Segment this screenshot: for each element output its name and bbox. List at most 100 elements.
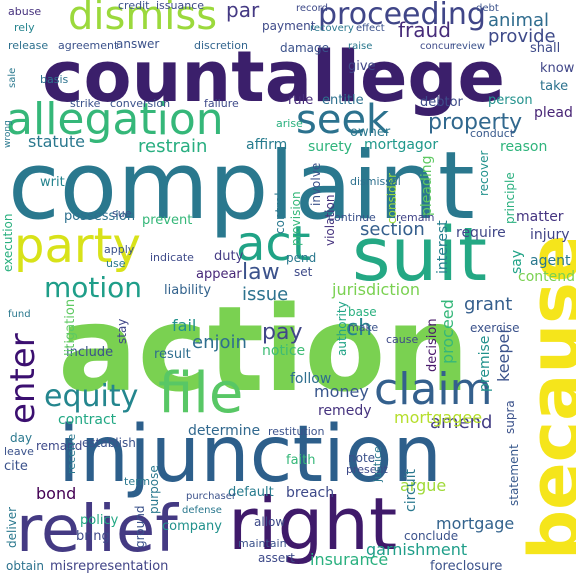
word: credit (118, 0, 150, 12)
word: exercise (470, 321, 520, 335)
word: par (226, 0, 260, 22)
word: relief (16, 493, 178, 567)
word: result (154, 347, 191, 362)
word: seek (296, 97, 390, 143)
word: allegation (6, 94, 224, 145)
word: payment (262, 19, 316, 33)
word: purchaser (186, 491, 237, 502)
word: default (228, 485, 274, 500)
word: ch (346, 316, 373, 341)
word: notice (262, 343, 306, 359)
word: injunction (58, 410, 442, 500)
word: principle (503, 172, 517, 224)
word: leave (4, 445, 34, 458)
word: statement (507, 444, 521, 506)
word: reason (500, 139, 548, 155)
word: duty (214, 249, 244, 264)
word: animal (488, 10, 550, 31)
word: authority (335, 301, 349, 356)
word: sale (7, 67, 18, 88)
word: establish (82, 436, 136, 450)
word: effect (356, 23, 385, 34)
word: fund (8, 309, 31, 320)
word: act (236, 216, 311, 272)
word: suit (352, 212, 488, 298)
word: follow (290, 371, 332, 387)
word: failure (204, 97, 239, 110)
word: include (66, 345, 114, 360)
word: misrepresentation (50, 559, 169, 574)
word: receive (65, 433, 78, 474)
word: restrain (138, 136, 208, 157)
word: decision (425, 318, 440, 372)
word: agreement (58, 39, 119, 52)
word: term (124, 475, 151, 488)
word: issue (242, 284, 289, 305)
word: control (273, 192, 287, 234)
word: remedy (318, 403, 372, 419)
word: countallege (42, 36, 505, 118)
word: appear (196, 267, 242, 282)
word: set (294, 265, 313, 279)
word: debt (476, 3, 499, 14)
word: premise (477, 335, 493, 392)
word: know (540, 61, 575, 76)
word: action (58, 280, 470, 418)
word: apply (104, 243, 135, 256)
word: foreclosure (430, 559, 503, 574)
word: litigation (63, 298, 78, 356)
word: mortgagee (394, 408, 483, 427)
word: person (488, 93, 533, 108)
word: party (14, 218, 141, 274)
word: pay (262, 320, 303, 345)
word: remain (396, 211, 435, 224)
word: enter (3, 333, 43, 424)
word: base (348, 305, 377, 319)
word: restitution (268, 425, 325, 438)
word: purpose (147, 465, 161, 514)
word: dismiss (68, 0, 218, 39)
word: obtain (6, 559, 44, 573)
word: recovery (310, 23, 354, 34)
word: strike (70, 97, 101, 110)
word: cite (4, 459, 28, 474)
word: entitle (322, 93, 364, 108)
word: section (360, 219, 425, 240)
word: fail (172, 316, 197, 335)
word: conversion (110, 97, 171, 110)
word: file (158, 361, 244, 426)
word: record (296, 3, 328, 14)
word: sue (112, 207, 132, 220)
word: wrong (3, 120, 13, 148)
word: maintain (238, 537, 287, 550)
word: involve (309, 162, 323, 206)
word: interest (435, 220, 451, 274)
word: require (456, 225, 506, 241)
word: bring (76, 529, 110, 544)
word: recover (477, 150, 491, 196)
word: amend (430, 412, 493, 433)
word: abuse (8, 5, 42, 18)
word: damage (280, 41, 330, 55)
word: review (452, 41, 486, 52)
word: jurisdiction (332, 280, 420, 299)
word: company (162, 519, 222, 534)
word: rule (288, 93, 314, 108)
word: execution (1, 213, 15, 272)
word: defense (182, 505, 222, 516)
word: pleading (419, 155, 435, 216)
word: dismissal (350, 175, 401, 188)
word: shall (530, 41, 561, 56)
word: possession (64, 209, 136, 224)
word: contract (58, 412, 117, 428)
word: mortgage (436, 514, 515, 533)
word: fraud (398, 18, 451, 42)
word: breach (286, 485, 335, 501)
word: right (228, 482, 398, 566)
word: use (106, 257, 126, 270)
word: grant (464, 294, 513, 315)
word: note (348, 451, 376, 465)
word: surety (308, 139, 353, 155)
word: prevent (142, 213, 193, 228)
